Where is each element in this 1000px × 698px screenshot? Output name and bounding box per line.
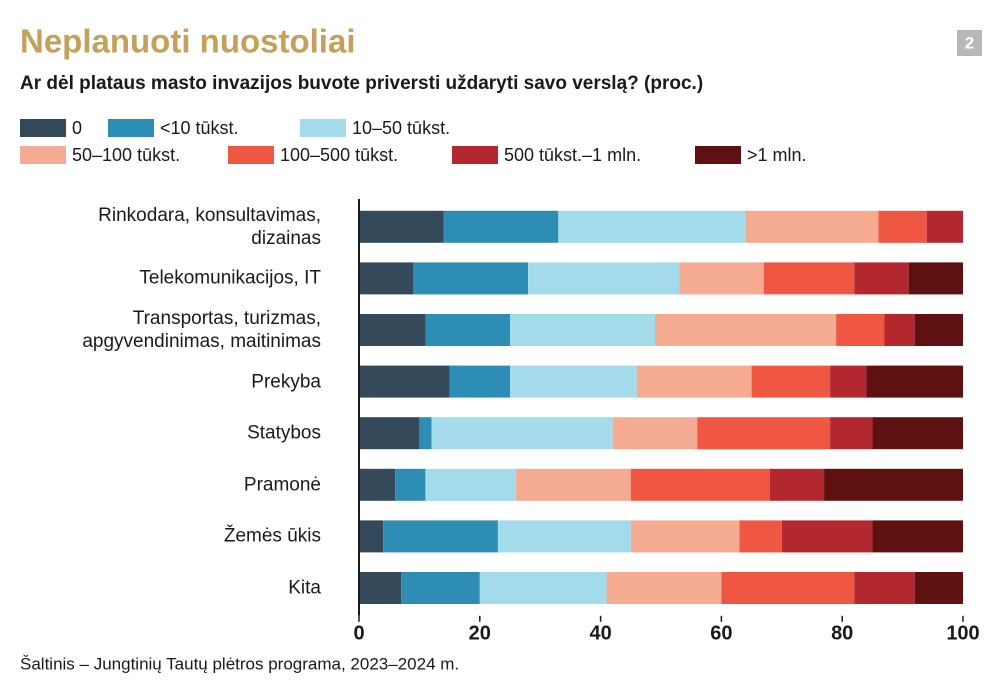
bar-segment xyxy=(866,365,963,398)
legend-label: <10 tūkst. xyxy=(160,118,239,138)
x-tick-label: 20 xyxy=(469,622,491,644)
bar-segment xyxy=(679,262,764,295)
legend-swatch xyxy=(228,146,274,164)
bar-segment xyxy=(383,520,498,553)
bar-segment xyxy=(359,210,444,243)
bar-segment xyxy=(836,314,885,346)
bar-segment xyxy=(479,572,607,604)
bar-segment xyxy=(425,468,517,501)
bar-segment xyxy=(612,417,698,450)
chart-title: Neplanuoti nuostoliai xyxy=(20,23,356,60)
bar-segment xyxy=(516,468,631,501)
bar-segment xyxy=(830,365,867,398)
bar-segment xyxy=(872,520,963,553)
bar-segment xyxy=(854,262,909,295)
x-tick-label: 0 xyxy=(353,622,364,644)
y-tick-label: Prekyba xyxy=(251,371,321,393)
legend-swatch xyxy=(20,119,66,137)
bar-segment xyxy=(443,210,559,243)
bar-segment xyxy=(630,468,770,501)
bar-segment xyxy=(528,262,680,295)
legend-swatch xyxy=(108,119,154,137)
bar-segment xyxy=(401,572,480,604)
bar-segment xyxy=(425,314,510,346)
x-tick-label: 100 xyxy=(946,622,979,644)
bar-segment xyxy=(908,262,963,295)
bar-segment xyxy=(510,365,637,398)
y-tick-label: Telekomunikacijos, IT xyxy=(139,267,321,289)
x-tick-label: 60 xyxy=(710,622,732,644)
bar-segment xyxy=(359,572,402,604)
y-tick-label: Statybos xyxy=(247,422,321,444)
y-tick-label: Žemės ūkis xyxy=(223,525,321,547)
bar-segment xyxy=(359,417,420,450)
legend-swatch xyxy=(20,146,66,164)
badge-box xyxy=(957,30,982,56)
bar-segment xyxy=(854,572,915,604)
bar-segment xyxy=(359,314,426,346)
bar-segment xyxy=(510,314,655,346)
legend-label: 100–500 tūkst. xyxy=(280,145,398,165)
bar-segment xyxy=(419,417,432,450)
y-tick-label: Transportas, turizmas, apgyvendinimas, m… xyxy=(82,308,321,352)
bar-segment xyxy=(431,417,613,450)
bar-segment xyxy=(558,210,746,243)
legend-label: 10–50 tūkst. xyxy=(352,118,450,138)
y-tick-label: Rinkodara, konsultavimas, dizainas xyxy=(98,204,321,249)
bar-segment xyxy=(395,468,426,501)
source: Šaltinis – Jungtinių Tautų plėtros progr… xyxy=(20,654,459,673)
bar-segment xyxy=(745,210,879,243)
bar-segment xyxy=(914,572,963,604)
bar-segment xyxy=(721,572,855,604)
legend-label: 50–100 tūkst. xyxy=(72,145,180,165)
bar-segment xyxy=(830,417,873,450)
legend-label: 500 tūkst.–1 mln. xyxy=(504,145,641,165)
bar-segment xyxy=(697,417,831,450)
bar-segment xyxy=(872,417,963,450)
bar-segment xyxy=(914,314,963,346)
bar-segment xyxy=(630,520,740,553)
bar-segment xyxy=(781,520,873,553)
legend-swatch xyxy=(695,146,741,164)
bar-segment xyxy=(413,262,529,295)
bar-segment xyxy=(606,572,722,604)
x-tick-label: 40 xyxy=(589,622,611,644)
bar-segment xyxy=(739,520,782,553)
bar-segment xyxy=(769,468,825,501)
bar-segment xyxy=(497,520,631,553)
legend-label: >1 mln. xyxy=(747,145,807,165)
bar-segment xyxy=(654,314,837,346)
chart-subtitle: Ar dėl plataus masto invazijos buvote pr… xyxy=(20,73,703,94)
legend-swatch xyxy=(452,146,498,164)
bar-segment xyxy=(878,210,927,243)
bar-segment xyxy=(884,314,915,346)
bar-segment xyxy=(359,520,384,553)
bar-segment xyxy=(751,365,831,398)
badge: 2 xyxy=(965,33,974,52)
bar-segment xyxy=(449,365,510,398)
bar-segment xyxy=(359,262,414,295)
legend-label: 0 xyxy=(72,118,82,138)
y-tick-label: Pramonė xyxy=(243,474,321,496)
y-tick-label: Kita xyxy=(288,577,321,599)
bar-segment xyxy=(926,210,963,243)
legend-swatch xyxy=(300,119,346,137)
x-tick-label: 80 xyxy=(831,622,853,644)
bar-segment xyxy=(824,468,963,501)
bar-segment xyxy=(359,468,396,501)
bar-segment xyxy=(359,365,450,398)
bar-segment xyxy=(636,365,752,398)
bar-segment xyxy=(763,262,855,295)
